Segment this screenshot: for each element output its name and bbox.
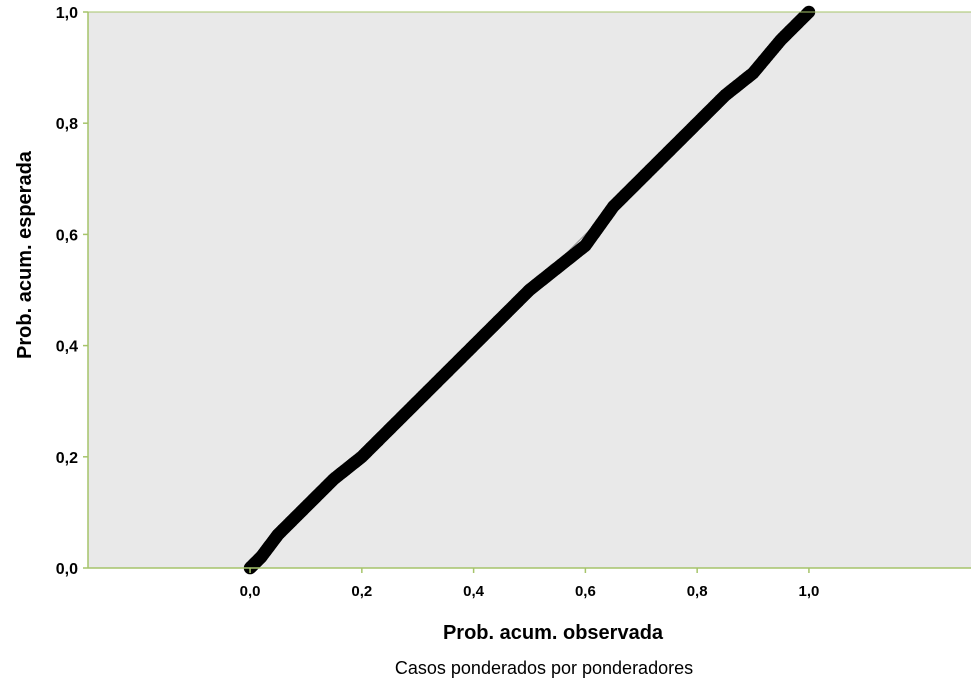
x-tick-label: 0,4 (463, 583, 485, 600)
y-tick-label: 0,4 (56, 339, 78, 356)
y-tick-label: 0,8 (56, 116, 78, 133)
x-axis-ticks: 0,0 0,2 0,4 0,6 0,8 1,0 (240, 568, 820, 600)
plot-frame (87, 11, 971, 569)
x-tick-label: 0,6 (575, 583, 596, 600)
x-tick-label: 1,0 (799, 583, 820, 600)
y-tick-label: 0,0 (56, 561, 78, 578)
weighting-note: Casos ponderados por ponderadores (395, 658, 693, 678)
data-points (243, 5, 816, 575)
y-tick-label: 0,6 (56, 227, 78, 244)
y-tick-label: 1,0 (56, 5, 78, 22)
x-tick-label: 0,8 (687, 583, 708, 600)
x-axis-title: Prob. acum. observada (443, 622, 664, 644)
y-axis-title: Prob. acum. esperada (14, 150, 36, 359)
y-axis-ticks: 0,0 0,2 0,4 0,6 0,8 1,0 (56, 5, 88, 578)
x-tick-label: 0,2 (351, 583, 372, 600)
y-tick-label: 0,2 (56, 450, 78, 467)
x-tick-label: 0,0 (240, 583, 261, 600)
